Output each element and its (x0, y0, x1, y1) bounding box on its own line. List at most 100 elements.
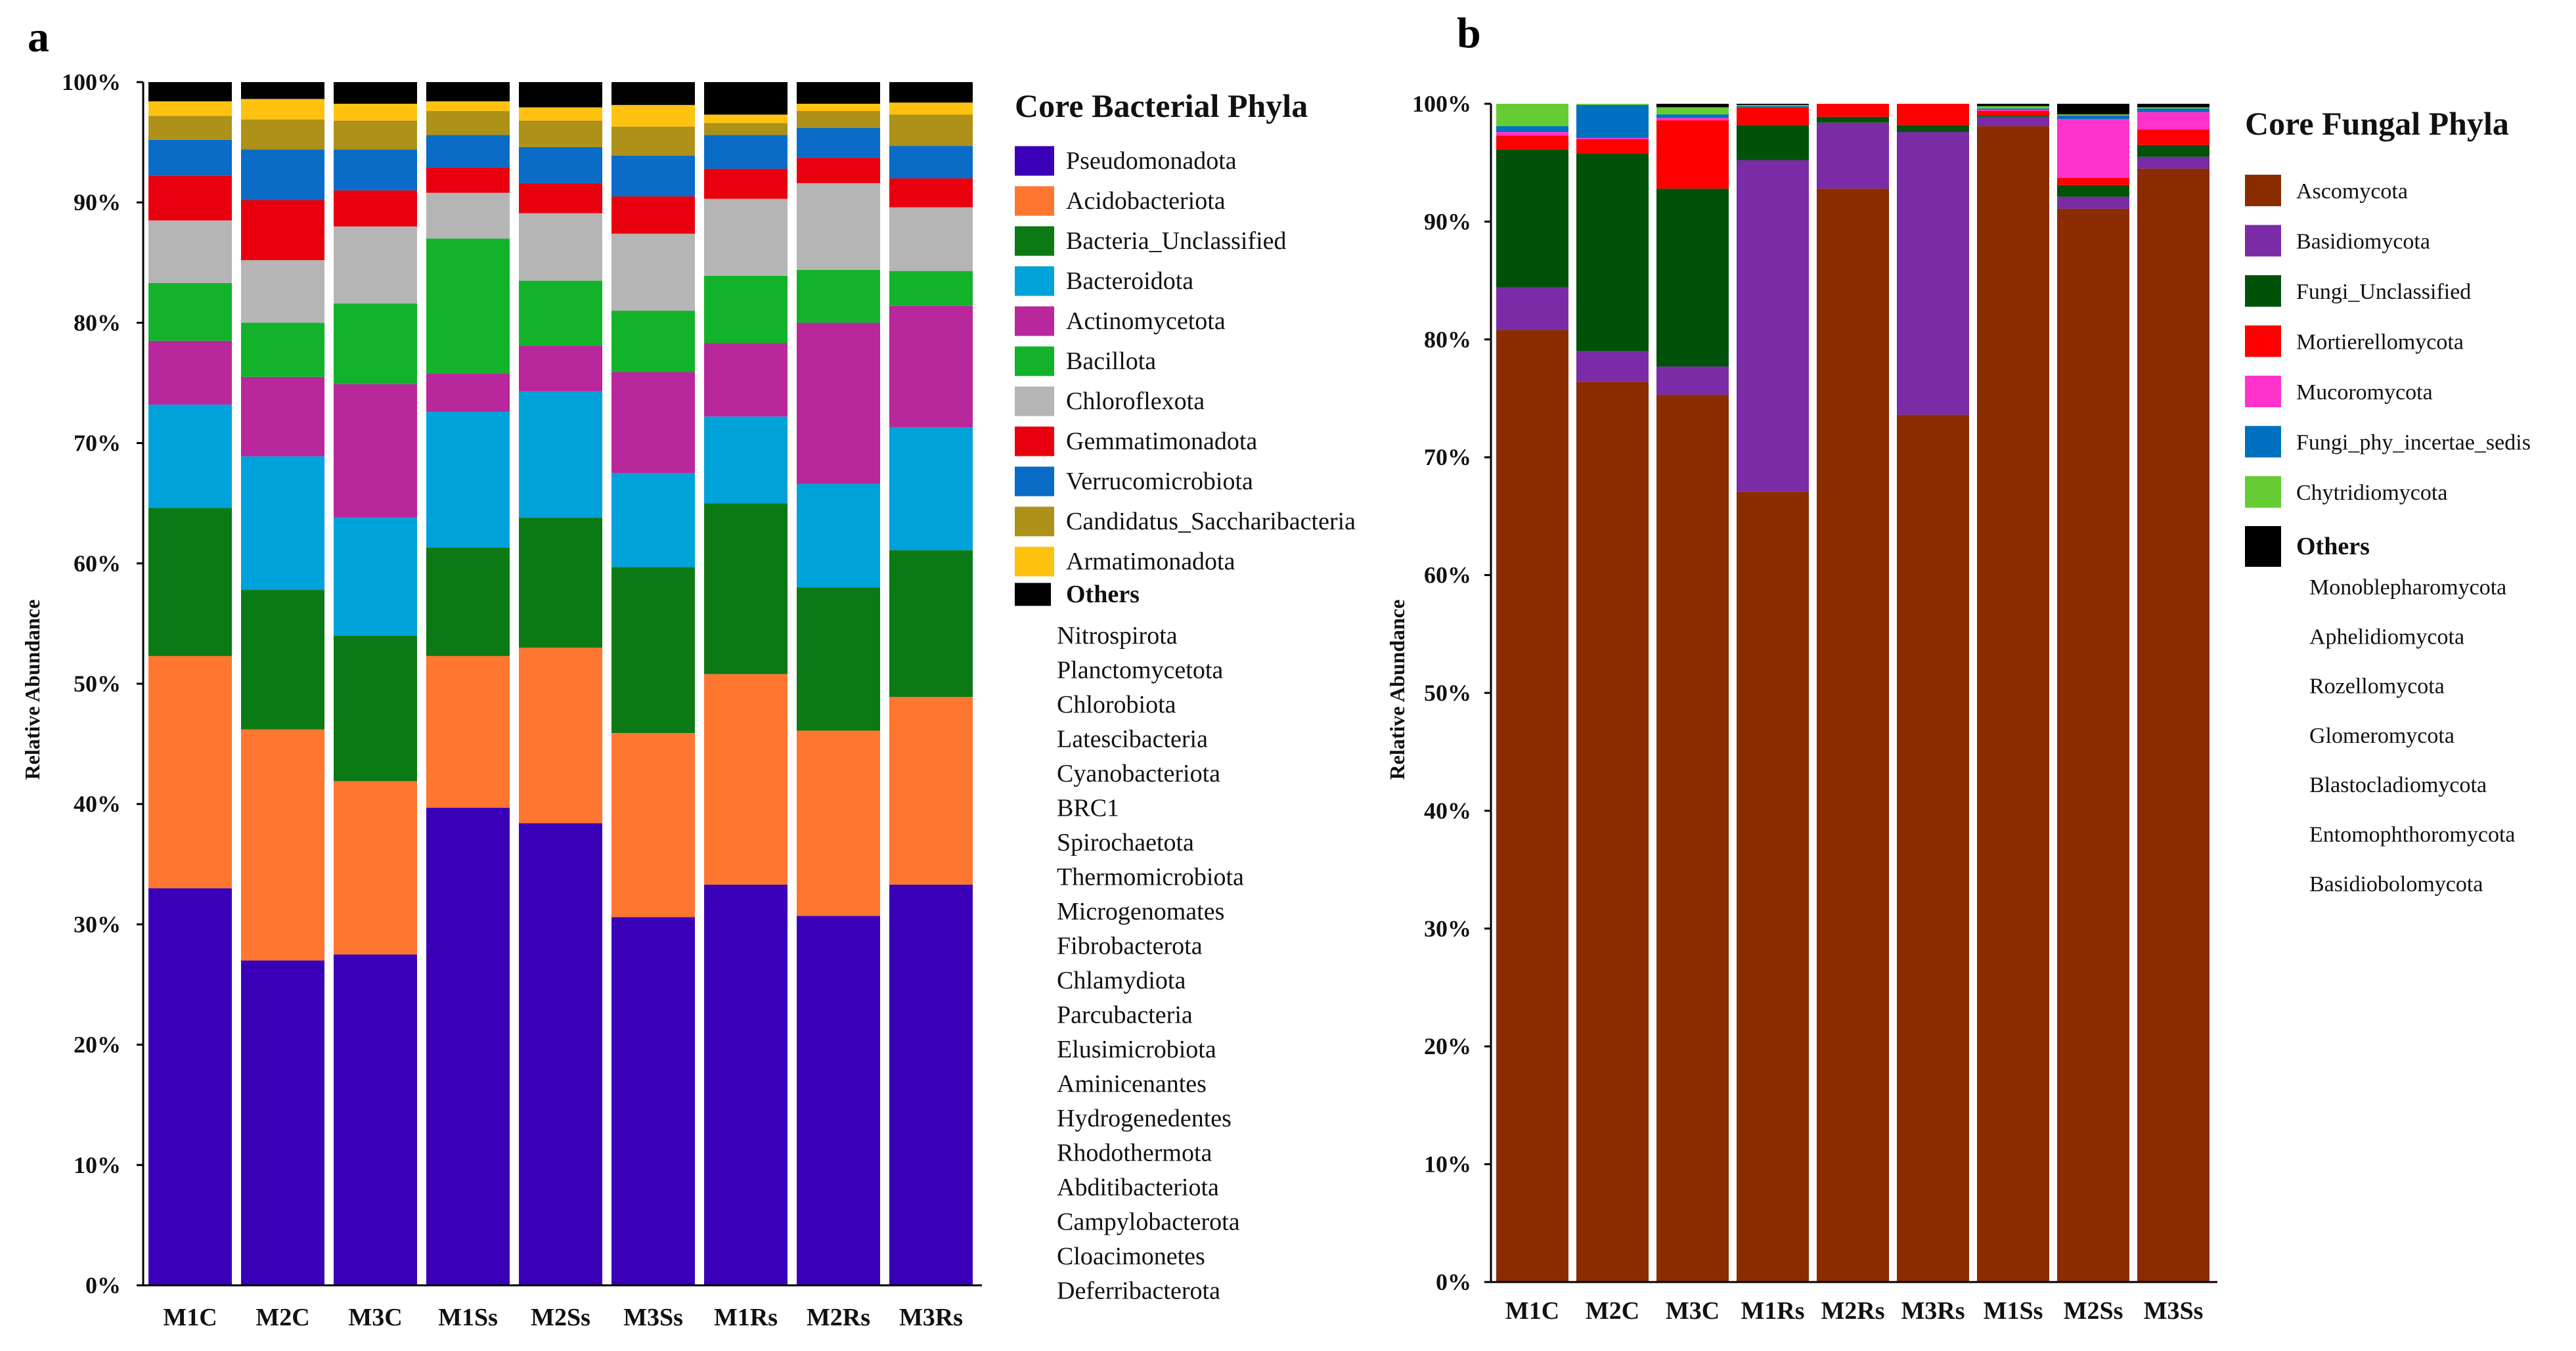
others-list-item: Basidiobolomycota (2309, 872, 2483, 897)
bar-segment-m3rs-fungi-unclassified (1897, 125, 1969, 133)
bar-segment-m2c-basidiomycota (1576, 351, 1649, 382)
bar-segment-m2c-mucoromycota (1576, 138, 1649, 139)
y-tick-label: 70% (74, 430, 121, 456)
bar-segment-m3ss-fungi-phy-incertae-sedis (2137, 108, 2210, 112)
bar-segment-m2c-bacillota (241, 322, 324, 377)
y-tick-label: 60% (74, 550, 121, 577)
bar-segment-m2ss-chytridiomycota (2057, 114, 2129, 116)
bar-segment-m1ss-others (1977, 104, 2049, 106)
legend-swatch-chloroflexota (1015, 386, 1054, 416)
bar-segment-m1c-verrucomicrobiota (148, 139, 232, 176)
bar-segment-m1ss-gemmatimonadota (426, 167, 510, 193)
panel-a-legend: Core Bacterial Phyla Pseudomonadota Acido… (1015, 87, 1356, 1305)
bar-segment-m3c-mucoromycota (1656, 118, 1729, 121)
y-tick-label: 30% (74, 911, 121, 937)
bar-segment-m1rs-bacteroidota (704, 416, 788, 504)
bar-segment-m1rs-acidobacteriota (704, 674, 788, 885)
bar-segment-m2ss-fungi-phy-incertae-sedis (2057, 115, 2129, 120)
bar-segment-m2ss-ascomycota (2057, 208, 2129, 1282)
bar-segment-m1c-bacteroidota (148, 404, 232, 508)
legend-label: Chytridiomycota (2296, 481, 2447, 505)
bar-segment-m2ss-mucoromycota (2057, 119, 2129, 179)
legend-swatch-acidobacteriota (1015, 186, 1054, 216)
x-tick-label: M1C (1505, 1297, 1559, 1325)
others-list-item: Chlamydiota (1057, 967, 1186, 994)
bar-segment-m1rs-candidatus-saccharibacteria (704, 123, 788, 135)
bar-segment-m3c-bacteroidota (334, 518, 417, 636)
others-list-item: Glomeromycota (2309, 724, 2454, 748)
bar-segment-m3c-chloroflexota (334, 226, 417, 304)
x-tick-label: M2C (1586, 1297, 1639, 1325)
bar-segment-m2ss-others (519, 82, 602, 108)
bar-segment-m3c-candidatus-saccharibacteria (334, 120, 417, 150)
others-list-item: Nitrospirota (1057, 622, 1178, 650)
legend-label: Actinomycetota (1066, 307, 1226, 335)
others-list-item: BRC1 (1057, 795, 1119, 822)
bar-segment-m1ss-armatimonadota (426, 101, 510, 111)
bar-segment-m3c-basidiomycota (1656, 366, 1729, 395)
bar-segment-m2ss-basidiomycota (2057, 196, 2129, 209)
bar-segment-m3rs-bacillota (889, 271, 973, 306)
x-tick-label: M3Rs (899, 1304, 963, 1331)
bar-segment-m2c-bacteroidota (241, 456, 324, 590)
panel-a-y-axis: 0% 10% 20% 30% 40% 50% 60% 70% 80% 90% 100% (62, 69, 144, 1298)
y-tick-label: 40% (1424, 797, 1471, 824)
legend-swatch-chytridiomycota (2245, 476, 2281, 508)
bar-segment-m2rs-mortierellomycota (1817, 104, 1889, 117)
y-tick-label: 20% (1424, 1033, 1471, 1059)
others-list-item: Rozellomycota (2309, 675, 2445, 699)
bar-segment-m3ss-ascomycota (2137, 168, 2210, 1282)
bar-segment-m3c-armatimonadota (334, 103, 417, 121)
panel-b-legend: Core Fungal Phyla Ascomycota Basidiomycot… (2245, 105, 2531, 897)
bar-segment-m2rs-chloroflexota (797, 183, 880, 270)
y-tick-label: 20% (74, 1032, 121, 1058)
legend-label: Others (2296, 533, 2370, 560)
y-tick-label: 10% (1424, 1151, 1471, 1178)
bar-segment-m2ss-actinomycetota (519, 345, 602, 391)
others-list-item: Blastocladiomycota (2309, 773, 2487, 797)
bar-segment-m3c-chytridiomycota (1656, 107, 1729, 115)
bar-segment-m3rs-candidatus-saccharibacteria (889, 114, 973, 146)
y-tick-label: 50% (74, 671, 121, 697)
y-tick-label: 70% (1424, 444, 1471, 470)
bar-segment-m3c-pseudomonadota (334, 954, 417, 1285)
bar-segment-m1rs-others (704, 82, 788, 115)
panel-a-bars (143, 82, 982, 1287)
bar-segment-m1c-armatimonadota (148, 101, 232, 116)
bar-segment-m2rs-gemmatimonadota (797, 158, 880, 183)
bar-segment-m1c-bacillota (148, 282, 232, 341)
legend-label: Armatimonadota (1066, 548, 1235, 575)
bar-segment-m3rs-actinomycetota (889, 305, 973, 428)
legend-swatch-bacillota (1015, 346, 1054, 376)
others-list-item: Parcubacteria (1057, 1002, 1193, 1029)
bar-segment-m3rs-acidobacteriota (889, 697, 973, 885)
bar-segment-m1rs-actinomycetota (704, 343, 788, 417)
bar-segment-m1c-others (148, 82, 232, 102)
bar-segment-m3ss-others (611, 82, 695, 105)
panel-b-fungal: b Relative Abundance 0% 10% 20% 30% 40% 50% 60… (1385, 9, 2531, 1325)
others-list-item: Monoblepharomycota (2309, 575, 2506, 600)
legend-label: Mucoromycota (2296, 380, 2433, 405)
bar-segment-m2ss-fungi-unclassified (2057, 185, 2129, 197)
bar-segment-m1ss-others (426, 82, 510, 102)
panel-a-ylabel: Relative Abundance (20, 600, 44, 780)
panel-b-bars (1491, 104, 2217, 1283)
others-list-item: Aminicenantes (1057, 1071, 1207, 1098)
bar-segment-m3ss-acidobacteriota (611, 733, 695, 918)
legend-swatch-bacteroidota (1015, 266, 1054, 296)
bar-segment-m1ss-verrucomicrobiota (426, 135, 510, 168)
panel-b-ylabel: Relative Abundance (1385, 600, 1409, 780)
bar-segment-m3c-verrucomicrobiota (334, 149, 417, 190)
bar-segment-m3ss-fungi-unclassified (2137, 144, 2210, 157)
bar-segment-m3c-mortierellomycota (1656, 120, 1729, 189)
x-tick-label: M1Ss (1984, 1297, 2043, 1325)
bar-segment-m2c-ascomycota (1576, 382, 1649, 1282)
bar-segment-m1c-chytridiomycota (1496, 104, 1568, 127)
panel-b-y-axis: 0% 10% 20% 30% 40% 50% 60% 70% 80% 90% 100% (1412, 91, 1492, 1295)
bar-segment-m2ss-acidobacteriota (519, 648, 602, 824)
bar-segment-m2c-bacteria-unclassified (241, 590, 324, 730)
bar-segment-m1ss-chytridiomycota (1977, 106, 2049, 109)
legend-label: Ascomycota (2296, 179, 2408, 204)
others-list-item: Planctomycetota (1057, 657, 1223, 684)
